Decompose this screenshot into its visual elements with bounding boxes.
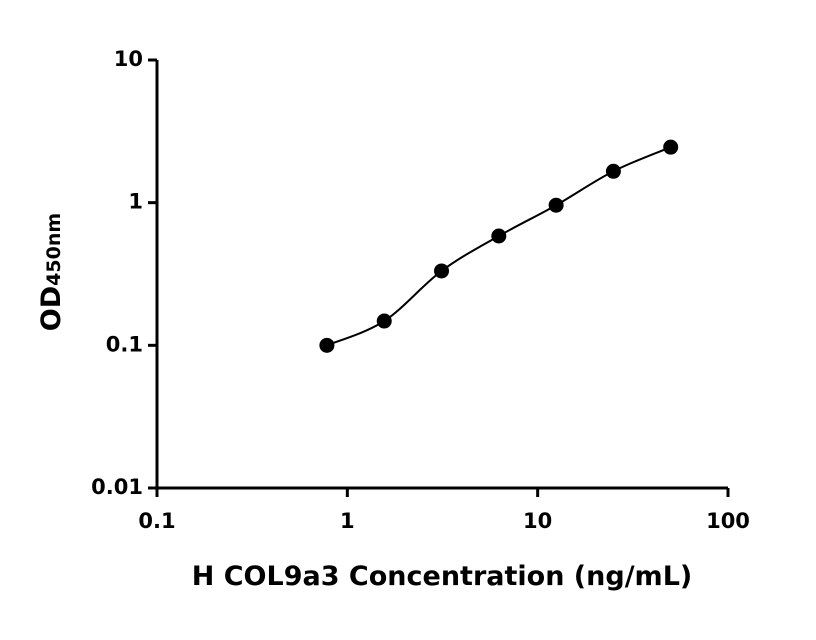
- x-tick-label: 10: [523, 509, 552, 533]
- x-tick-label: 0.1: [138, 509, 175, 533]
- x-tick-label: 100: [706, 509, 750, 533]
- y-tick-label: 0.1: [106, 332, 143, 356]
- y-axis-title-subscript: 450nm: [43, 213, 65, 286]
- y-axis-title: OD450nm: [36, 213, 67, 331]
- data-point: [376, 313, 392, 329]
- x-tick-label: 1: [340, 509, 355, 533]
- y-tick-label: 10: [114, 47, 143, 71]
- data-point: [319, 337, 335, 353]
- data-point: [434, 263, 450, 279]
- data-point: [663, 139, 679, 155]
- y-axis-title-main: OD: [36, 286, 67, 331]
- data-point: [605, 163, 621, 179]
- y-tick-label: 1: [128, 190, 143, 214]
- fit-curve: [326, 146, 672, 347]
- x-axis-title: H COL9a3 Concentration (ng/mL): [192, 561, 693, 592]
- y-tick-label: 0.01: [91, 475, 143, 499]
- data-point: [491, 228, 507, 244]
- data-point: [548, 197, 564, 213]
